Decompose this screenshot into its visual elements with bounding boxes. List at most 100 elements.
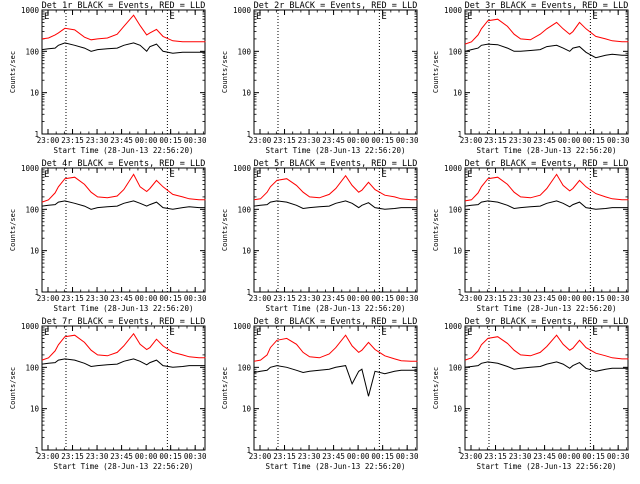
panel-5-marker-2: E: [381, 170, 386, 180]
panel-5-xlabel: Start Time (28-Jun-13 22:56:20): [266, 304, 406, 313]
panel-6-ytick-label: 10: [453, 247, 463, 256]
panel-9-ytick-label: 1000: [444, 322, 463, 331]
panel-7-marker-1: E: [44, 328, 49, 338]
panel-5-frame: [253, 167, 418, 293]
panel-6-xtick-label: 23:00: [460, 294, 483, 303]
panel-6-marker-2: E: [592, 170, 597, 180]
panel-1-xtick-label: 00:30: [184, 136, 207, 145]
panel-9-title: Det 9r BLACK = Events, RED = LLD: [465, 317, 629, 327]
panel-5-title: Det 5r BLACK = Events, RED = LLD: [254, 159, 418, 169]
panel-3-marker-1: E: [467, 12, 472, 22]
panel-6-ylabel: Counts/sec: [432, 209, 440, 251]
panel-9-lld-line: [464, 334, 629, 361]
panel-2-frame: [253, 9, 418, 135]
panel-5-xtick-label: 23:15: [273, 294, 296, 303]
panel-5-xtick-label: 00:15: [371, 294, 394, 303]
panel-7-ytick-label: 1000: [21, 322, 40, 331]
panel-4-xtick-label: 23:30: [86, 294, 109, 303]
panel-9-frame: [464, 325, 629, 451]
panel-5-ytick-label: 100: [237, 205, 251, 214]
panel-3-events-line: [464, 43, 629, 59]
panel-5-xtick-label: 00:00: [347, 294, 370, 303]
panel-9-xtick-label: 00:30: [607, 452, 630, 461]
panel-6-xlabel: Start Time (28-Jun-13 22:56:20): [477, 304, 617, 313]
panel-3-ytick-label: 10: [453, 89, 463, 98]
panel-7-xtick-label: 00:15: [159, 452, 182, 461]
panel-7-marker-2: E: [169, 328, 174, 338]
panel-2-title: Det 2r BLACK = Events, RED = LLD: [254, 1, 418, 11]
panel-5-xtick-label: 23:30: [298, 294, 321, 303]
panel-4-events-line: [41, 200, 206, 210]
panel-7-ytick-label: 100: [25, 363, 39, 372]
panel-5-ytick-label: 10: [242, 247, 252, 256]
panel-3-xtick-label: 23:15: [484, 136, 507, 145]
panel-9-xtick-label: 00:15: [582, 452, 605, 461]
panel-7-lld-line: [41, 332, 206, 361]
panel-8-marker-2: E: [381, 328, 386, 338]
panel-4-lld-line: [41, 173, 206, 203]
panel-6-frame: [464, 167, 629, 293]
panel-4-ylabel: Counts/sec: [9, 209, 17, 251]
panel-8-ytick-label: 1: [246, 446, 251, 455]
panel-2-xtick-label: 23:30: [298, 136, 321, 145]
panel-6-title: Det 6r BLACK = Events, RED = LLD: [465, 159, 629, 169]
panel-3-title: Det 3r BLACK = Events, RED = LLD: [465, 1, 629, 11]
panel-8-xtick-label: 23:15: [273, 452, 296, 461]
panel-7-events-line: [41, 358, 206, 368]
panel-2-ytick-label: 1000: [233, 6, 252, 15]
panel-8-ytick-label: 10: [242, 405, 252, 414]
panel-4-ytick-label: 1000: [21, 164, 40, 173]
panel-6-events-line: [464, 200, 629, 210]
panel-7-xtick-label: 00:30: [184, 452, 207, 461]
panel-1-xtick-label: 23:45: [110, 136, 133, 145]
panel-4-frame: [41, 167, 206, 293]
panel-8-xtick-label: 23:45: [322, 452, 345, 461]
panel-4-ytick-label: 100: [25, 205, 39, 214]
panel-6-ytick-label: 1: [457, 288, 462, 297]
panel-1-ytick-label: 1000: [21, 6, 40, 15]
panel-7-xtick-label: 23:45: [110, 452, 133, 461]
panel-1-lld-line: [41, 14, 206, 43]
panel-5-xtick-label: 23:00: [249, 294, 272, 303]
panel-3-ytick-label: 1000: [444, 6, 463, 15]
panel-9-ytick-label: 100: [448, 363, 462, 372]
panel-7-xtick-label: 00:00: [135, 452, 158, 461]
panel-9-xtick-label: 00:00: [558, 452, 581, 461]
panel-9-xtick-label: 23:30: [509, 452, 532, 461]
panel-1-title: Det 1r BLACK = Events, RED = LLD: [42, 1, 206, 11]
panel-6-marker-1: E: [467, 170, 472, 180]
panel-1-xlabel: Start Time (28-Jun-13 22:56:20): [54, 146, 194, 155]
panel-1-ytick-label: 10: [30, 89, 40, 98]
panel-2-xtick-label: 00:15: [371, 136, 394, 145]
panel-5-xtick-label: 23:45: [322, 294, 345, 303]
panel-9-marker-1: E: [467, 328, 472, 338]
panel-8-lld-line: [253, 334, 418, 362]
panel-8-xtick-label: 23:30: [298, 452, 321, 461]
panel-3-xtick-label: 23:00: [460, 136, 483, 145]
panel-1-ylabel: Counts/sec: [9, 51, 17, 93]
panel-8-ylabel: Counts/sec: [221, 367, 229, 409]
panel-3-xtick-label: 00:30: [607, 136, 630, 145]
panel-7-xtick-label: 23:00: [37, 452, 60, 461]
panel-7-xtick-label: 23:30: [86, 452, 109, 461]
panel-4-marker-2: E: [169, 170, 174, 180]
panel-1-xtick-label: 00:15: [159, 136, 182, 145]
panel-4-xtick-label: 23:45: [110, 294, 133, 303]
panel-4-xtick-label: 23:00: [37, 294, 60, 303]
panel-4-title: Det 4r BLACK = Events, RED = LLD: [42, 159, 206, 169]
panel-2-ylabel: Counts/sec: [221, 51, 229, 93]
panel-1-xtick-label: 23:15: [61, 136, 84, 145]
panel-1-marker-1: E: [44, 12, 49, 22]
panel-3-xtick-label: 00:15: [582, 136, 605, 145]
panel-2-marker-2: E: [381, 12, 386, 22]
panel-8-ytick-label: 1000: [233, 322, 252, 331]
panel-9-xlabel: Start Time (28-Jun-13 22:56:20): [477, 462, 617, 471]
panel-8-xlabel: Start Time (28-Jun-13 22:56:20): [266, 462, 406, 471]
panel-9-xtick-label: 23:45: [533, 452, 556, 461]
panel-1-events-line: [41, 42, 206, 54]
panel-5-ytick-label: 1000: [233, 164, 252, 173]
panel-4-ytick-label: 10: [30, 247, 40, 256]
panel-9-ytick-label: 10: [453, 405, 463, 414]
panel-1-xtick-label: 23:00: [37, 136, 60, 145]
